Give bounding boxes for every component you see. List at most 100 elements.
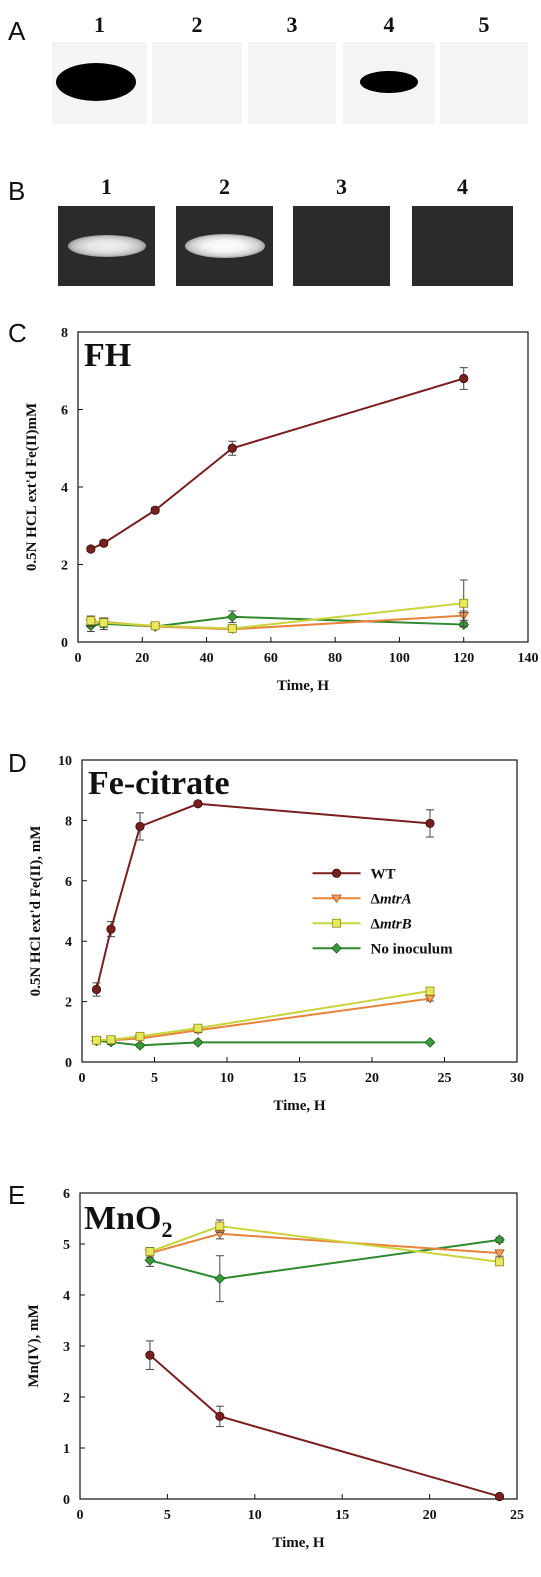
data-point [91, 984, 102, 995]
x-tick-label: 20 [135, 651, 149, 666]
data-point [331, 942, 342, 954]
data-point [86, 544, 96, 554]
data-point [226, 611, 238, 623]
series-line-mtrB [90, 602, 464, 630]
y-tick-label: 6 [61, 404, 68, 419]
x-tick-label: 20 [365, 1071, 379, 1086]
gel-band [67, 234, 146, 258]
gel-lane-label: 2 [219, 174, 230, 199]
chart-fe-citrate: 0 5 10 15 20 25 30 0 2 4 6 8 10 Time, H 0.5N HCl ext'd… [28, 754, 524, 1114]
data-point [459, 373, 469, 384]
blot-lane-label: 1 [94, 12, 105, 37]
y-tick-label: 0 [65, 1056, 72, 1071]
legend-label: No inoculum [371, 941, 454, 957]
data-point [227, 624, 237, 633]
x-tick-label: 15 [293, 1071, 307, 1086]
y-tick-label: 8 [65, 814, 72, 829]
panel-letter-b: B [8, 176, 26, 206]
x-tick-label: 0 [75, 651, 82, 666]
data-point [99, 538, 109, 548]
data-point [92, 1035, 101, 1045]
y-tick-label: 0 [61, 636, 68, 651]
gel-lane-label: 1 [101, 174, 112, 199]
x-tick-label: 140 [518, 651, 539, 666]
series-line-WT [149, 1354, 500, 1498]
blot-lane-label: 5 [478, 12, 490, 37]
data-point [193, 799, 203, 809]
y-tick-label: 4 [65, 935, 72, 950]
series-line-WT [90, 377, 465, 550]
data-point [331, 868, 342, 878]
chart-title-main: MnO [84, 1200, 161, 1237]
legend-label: WT [371, 866, 396, 882]
data-point [214, 1273, 226, 1285]
data-point [331, 894, 342, 904]
legend-label: ΔmtrA [371, 891, 412, 907]
data-point [193, 1023, 203, 1033]
data-point [332, 918, 341, 928]
x-tick-label: 30 [510, 1071, 524, 1086]
x-tick-label: 10 [248, 1508, 262, 1523]
gel-band [184, 234, 265, 258]
data-point [494, 1249, 505, 1259]
x-tick-label: 5 [151, 1071, 158, 1086]
x-tick-label: 100 [389, 651, 410, 666]
series-line-mtrB [149, 1225, 500, 1263]
blot-lane-2 [152, 42, 242, 124]
panel-letter-e: E [8, 1180, 26, 1210]
chart-title: Fe-citrate [88, 765, 230, 802]
data-point [227, 443, 237, 453]
data-point [495, 1257, 504, 1267]
y-tick-label: 8 [61, 326, 68, 341]
data-point [424, 1037, 436, 1048]
data-point [215, 1411, 225, 1421]
y-tick-label: 10 [58, 754, 72, 769]
y-tick-label: 5 [63, 1238, 70, 1253]
series-line-none [96, 1039, 430, 1047]
chart-fh: 0 20 40 60 80 100 120 140 0 2 4 6 8 Time, H 0.5N HCL e… [24, 326, 539, 694]
y-tick-label: 4 [61, 481, 68, 496]
gel-lane-4 [412, 206, 513, 286]
legend-label-italic: mtrB [380, 916, 412, 932]
y-tick-label: 3 [63, 1340, 70, 1355]
data-point [145, 1350, 155, 1360]
y-axis-title: 0.5N HCl ext'd Fe(II), mM [28, 826, 44, 997]
chart-title: MnO2 [84, 1200, 172, 1242]
x-tick-label: 120 [453, 651, 474, 666]
data-point [494, 1491, 505, 1502]
x-tick-label: 60 [264, 651, 278, 666]
series-line-none [149, 1238, 500, 1280]
x-tick-label: 0 [79, 1071, 86, 1086]
x-tick-label: 25 [438, 1071, 452, 1086]
x-axis-title: Time, H [272, 1535, 325, 1551]
data-point [150, 505, 160, 515]
legend-label-italic: mtrA [380, 891, 412, 907]
x-tick-label: 40 [200, 651, 214, 666]
data-point [135, 821, 145, 832]
data-point [150, 621, 160, 631]
y-tick-label: 6 [63, 1187, 70, 1202]
y-axis-title: 0.5N HCL ext'd Fe(II)mM [24, 403, 40, 571]
panel-letter-d: D [8, 748, 27, 778]
x-tick-label: 15 [335, 1508, 349, 1523]
data-point [106, 1035, 116, 1045]
series-line-mtrA [96, 997, 431, 1042]
gel-lane-label: 3 [336, 174, 347, 199]
blot-lane-label: 3 [286, 12, 298, 37]
y-tick-label: 2 [63, 1391, 70, 1406]
y-axis-title: Mn(IV), mM [26, 1304, 42, 1387]
blot-lane-5 [440, 42, 528, 124]
y-tick-label: 1 [63, 1442, 70, 1457]
x-axis-title: Time, H [273, 1098, 326, 1114]
legend-label-text: No inoculum [371, 941, 454, 957]
legend-label-text: Δ [371, 916, 381, 932]
blot-lane-label: 2 [191, 12, 203, 37]
gel-lane-3 [293, 206, 390, 286]
data-point [135, 1031, 145, 1041]
y-tick-label: 6 [65, 875, 72, 890]
x-axis-title: Time, H [277, 678, 330, 694]
legend-label-text: Δ [371, 891, 381, 907]
data-point [425, 818, 435, 829]
data-point [99, 618, 109, 628]
